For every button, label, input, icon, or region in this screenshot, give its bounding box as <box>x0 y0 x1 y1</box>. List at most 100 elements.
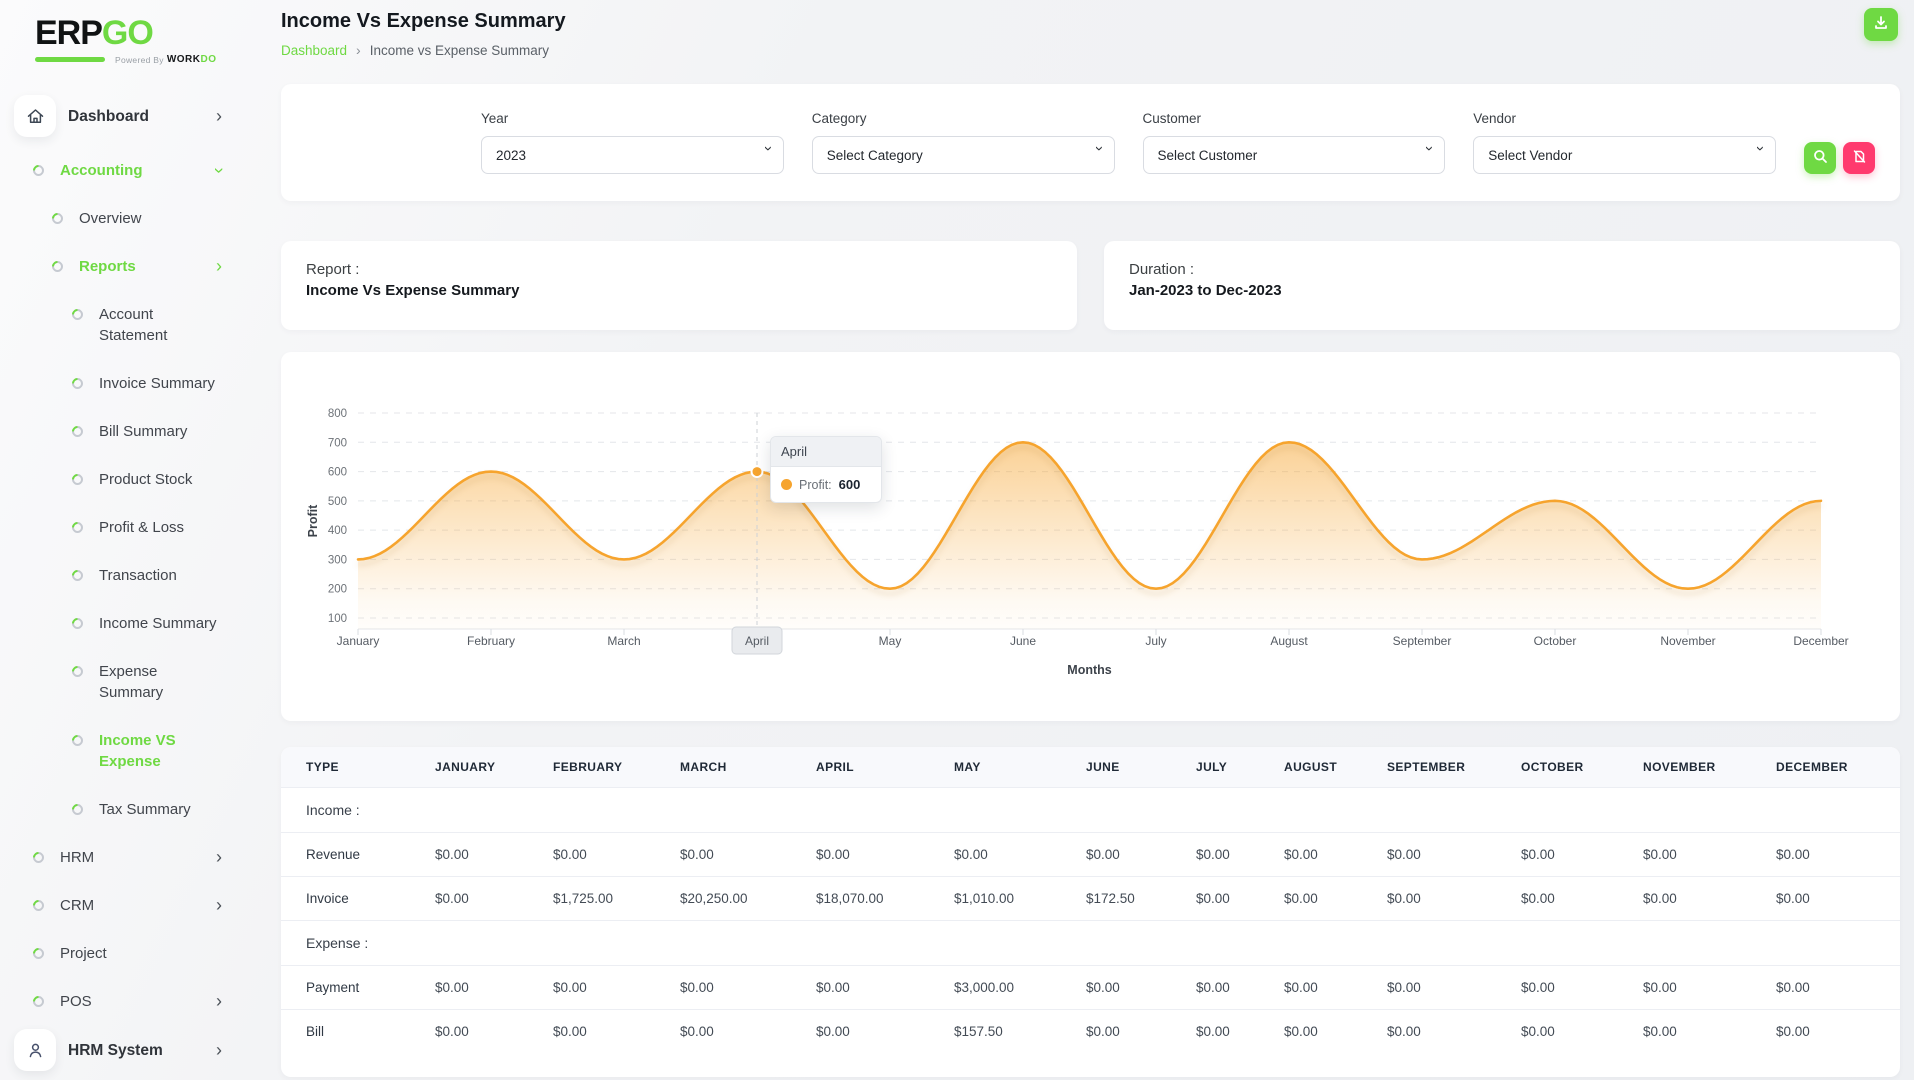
tooltip-series-label: Profit: <box>799 477 832 492</box>
sidebar-nav: Dashboard › Accounting › Overview Reports › Acc… <box>0 92 260 1074</box>
sidebar-item-hrm[interactable]: HRM › <box>0 834 260 882</box>
bullet-dot-icon <box>69 306 86 323</box>
category-select[interactable]: Select Category <box>811 136 1115 174</box>
value-cell: $0.00 <box>1768 965 1900 1010</box>
value-cell: $0.00 <box>1635 832 1768 877</box>
sidebar-item-label: Transaction <box>99 567 177 584</box>
column-header: NOVEMBER <box>1635 747 1768 788</box>
value-cell: $0.00 <box>1513 832 1635 877</box>
duration-label: Duration : <box>1129 261 1195 278</box>
row-type-cell: Payment <box>281 965 427 1010</box>
sidebar-item-income-summary[interactable]: Income Summary <box>0 600 260 648</box>
value-cell: $172.50 <box>1078 876 1188 921</box>
sidebar-item-label: Expense Summary <box>99 663 164 701</box>
sidebar-item-label: Bill Summary <box>99 423 188 440</box>
value-cell: $0.00 <box>1768 876 1900 921</box>
table-section-row: Income : <box>281 787 1900 833</box>
sidebar-item-account-statement[interactable]: Account Statement <box>0 291 260 360</box>
filter-vendor: Vendor Select Vendor › <box>1473 111 1776 174</box>
customer-select[interactable]: Select Customer <box>1142 136 1446 174</box>
sidebar-item-pos[interactable]: POS › <box>0 978 260 1026</box>
value-cell: $0.00 <box>427 876 545 921</box>
bullet-dot-icon <box>69 519 86 536</box>
value-cell: $0.00 <box>1276 965 1379 1010</box>
filter-buttons <box>1804 142 1875 174</box>
bullet-dot-icon <box>69 423 86 440</box>
column-header: JANUARY <box>427 747 545 788</box>
sidebar-item-expense-summary[interactable]: Expense Summary <box>0 648 260 717</box>
table-header-row: TYPE JANUARY FEBRUARY MARCH APRIL MAY JUNE JULY… <box>281 747 1900 788</box>
sidebar-item-dashboard[interactable]: Dashboard › <box>0 92 260 140</box>
x-tick-label: November <box>1660 634 1715 648</box>
logo-text: ERPGO <box>35 14 154 52</box>
sidebar-item-profit-loss[interactable]: Profit & Loss <box>0 504 260 552</box>
column-header: FEBRUARY <box>545 747 672 788</box>
value-cell: $0.00 <box>427 1009 545 1053</box>
filter-category: Category Select Category › <box>811 111 1115 174</box>
sidebar-item-overview[interactable]: Overview <box>0 195 260 243</box>
sidebar-item-reports[interactable]: Reports › <box>0 243 260 291</box>
app-logo[interactable]: ERPGO Powered By WORKDO <box>0 14 260 80</box>
customer-label: Customer <box>1142 111 1202 126</box>
breadcrumb-current: Income vs Expense Summary <box>369 42 550 58</box>
value-cell: $0.00 <box>1379 1009 1513 1053</box>
x-tick-label: June <box>1010 634 1036 648</box>
value-cell: $0.00 <box>1078 1009 1188 1053</box>
bullet-dot-icon <box>49 258 66 275</box>
column-header: OCTOBER <box>1513 747 1635 788</box>
sidebar: ERPGO Powered By WORKDO Dashboard › Accoun… <box>0 0 260 1080</box>
bullet-dot-icon <box>69 663 86 680</box>
svg-text:700: 700 <box>328 437 347 449</box>
sidebar-item-label: Reports <box>79 258 136 275</box>
sidebar-item-transaction[interactable]: Transaction <box>0 552 260 600</box>
table-row: Revenue $0.00 $0.00 $0.00 $0.00 $0.00 $0.00 $0.… <box>281 832 1900 877</box>
sidebar-item-hrm-system[interactable]: HRM System › <box>0 1026 260 1074</box>
sidebar-item-project[interactable]: Project <box>0 930 260 978</box>
svg-text:100: 100 <box>328 613 347 625</box>
sidebar-item-label: Dashboard <box>68 107 149 125</box>
table-row: Payment $0.00 $0.00 $0.00 $0.00 $3,000.00 $0.0… <box>281 965 1900 1010</box>
x-tick-label: September <box>1393 634 1452 648</box>
column-header: DECEMBER <box>1768 747 1900 788</box>
vendor-select[interactable]: Select Vendor <box>1473 136 1776 174</box>
profit-area-chart[interactable]: 100 200 300 400 500 600 700 800 January February M… <box>281 352 1900 721</box>
value-cell: $0.00 <box>1078 965 1188 1010</box>
reset-filter-button[interactable] <box>1843 142 1875 174</box>
bullet-dot-icon <box>69 615 86 632</box>
breadcrumb-dashboard-link[interactable]: Dashboard <box>281 42 348 58</box>
sidebar-item-income-vs-expense[interactable]: Income VS Expense <box>0 717 260 786</box>
sidebar-item-label: Income Summary <box>99 615 217 632</box>
svg-text:500: 500 <box>328 496 347 508</box>
value-cell: $0.00 <box>427 832 545 877</box>
column-header: MAY <box>946 747 1078 788</box>
duration-card: Duration : Jan-2023 to Dec-2023 <box>1104 241 1900 330</box>
value-cell: $1,725.00 <box>545 876 672 921</box>
sidebar-item-label: Income VS Expense <box>99 732 176 770</box>
series-marker-icon <box>781 479 792 490</box>
bullet-dot-icon <box>69 375 86 392</box>
row-type-cell: Bill <box>281 1009 427 1053</box>
sidebar-item-label: HRM <box>60 849 95 866</box>
logo-subline: Powered By WORKDO <box>35 54 260 65</box>
vendor-label: Vendor <box>1473 111 1517 126</box>
sidebar-item-accounting[interactable]: Accounting › <box>0 147 260 195</box>
sidebar-item-crm[interactable]: CRM › <box>0 882 260 930</box>
download-button[interactable] <box>1864 8 1898 41</box>
search-button[interactable] <box>1804 142 1836 174</box>
bullet-dot-icon <box>69 801 86 818</box>
sidebar-item-label: Project <box>60 945 107 962</box>
logo-underline-bar <box>35 57 105 62</box>
value-cell: $0.00 <box>1188 832 1276 877</box>
value-cell: $18,070.00 <box>808 876 946 921</box>
sidebar-item-product-stock[interactable]: Product Stock <box>0 456 260 504</box>
sidebar-item-invoice-summary[interactable]: Invoice Summary <box>0 360 260 408</box>
value-cell: $0.00 <box>1513 965 1635 1010</box>
table-row: Invoice $0.00 $1,725.00 $20,250.00 $18,070.0… <box>281 876 1900 921</box>
sidebar-item-bill-summary[interactable]: Bill Summary <box>0 408 260 456</box>
year-select[interactable]: 2023 <box>481 136 784 174</box>
x-tick-label: August <box>1270 634 1308 648</box>
main-content: Income Vs Expense Summary Dashboard › In… <box>260 0 1914 1080</box>
search-icon <box>1813 149 1828 167</box>
svg-text:200: 200 <box>328 584 347 596</box>
sidebar-item-tax-summary[interactable]: Tax Summary <box>0 786 260 834</box>
